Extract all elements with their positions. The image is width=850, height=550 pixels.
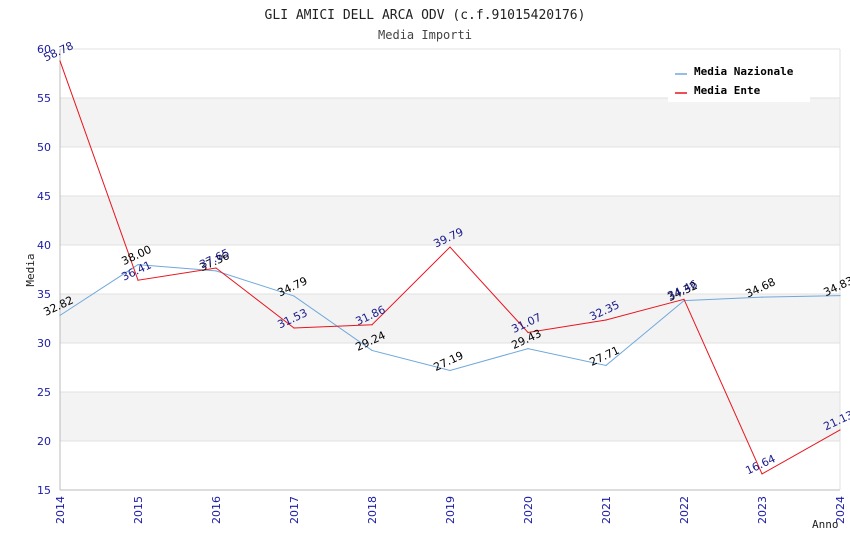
y-tick-label: 30 [37,337,51,350]
data-point [527,347,529,350]
plot-band [60,98,840,147]
data-point [839,429,841,431]
plot-band [60,441,840,490]
legend-box [668,60,810,102]
y-axis-ticks: 15 20 25 30 35 40 45 50 55 60 [37,43,51,497]
plot-band [60,196,840,245]
data-point [605,364,607,367]
plot-band [60,294,840,343]
y-tick-label: 40 [37,239,51,252]
y-axis-label: Media [24,253,37,286]
legend-item-media-ente: Media Ente [694,84,761,97]
data-point [371,349,373,352]
x-tick-label: 2024 [834,496,847,524]
x-axis-ticks: 2014 2015 2016 2017 2018 2019 2020 2021 2022 2023… [54,496,847,524]
series-lines [59,60,841,475]
y-tick-label: 45 [37,190,51,203]
data-point [59,314,61,316]
y-tick-label: 20 [37,435,51,448]
data-point [137,279,139,281]
plot-band [60,147,840,196]
chart-subtitle: Media Importi [378,28,472,42]
legend: Media Nazionale Media Ente [668,60,810,102]
data-point [59,60,61,62]
data-point [761,473,763,475]
x-tick-label: 2017 [288,496,301,524]
axis-lines [59,49,841,491]
data-point [293,295,295,297]
x-tick-label: 2019 [444,496,457,524]
data-point [215,270,217,272]
x-tick-label: 2021 [600,496,613,524]
x-tick-label: 2016 [210,496,223,524]
x-tick-label: 2023 [756,496,769,524]
data-point [839,295,841,297]
y-tick-label: 55 [37,92,51,105]
data-point [449,246,451,248]
x-tick-label: 2018 [366,496,379,524]
x-tick-label: 2020 [522,496,535,524]
plot-band [60,392,840,441]
x-tick-label: 2022 [678,496,691,524]
data-point [683,298,685,300]
x-tick-label: 2015 [132,496,145,524]
data-point [605,319,607,321]
data-point [371,324,373,326]
data-point [527,331,529,334]
data-point [137,264,139,266]
data-point [449,369,451,372]
x-axis-label: Anno [812,518,839,531]
y-tick-label: 25 [37,386,51,399]
gridlines [60,48,840,491]
y-tick-label: 50 [37,141,51,154]
y-tick-label: 15 [37,484,51,497]
y-tick-label: 35 [37,288,51,301]
data-point [761,296,763,298]
data-point [293,327,295,329]
chart-title: GLI AMICI DELL ARCA ODV (c.f.91015420176… [265,8,586,23]
plot-band [60,343,840,392]
legend-item-media-nazionale: Media Nazionale [694,65,794,78]
data-point [215,267,217,269]
x-tick-label: 2014 [54,496,67,524]
plot-bands [60,49,840,490]
y-tick-label: 60 [37,43,51,56]
plot-band [60,245,840,294]
